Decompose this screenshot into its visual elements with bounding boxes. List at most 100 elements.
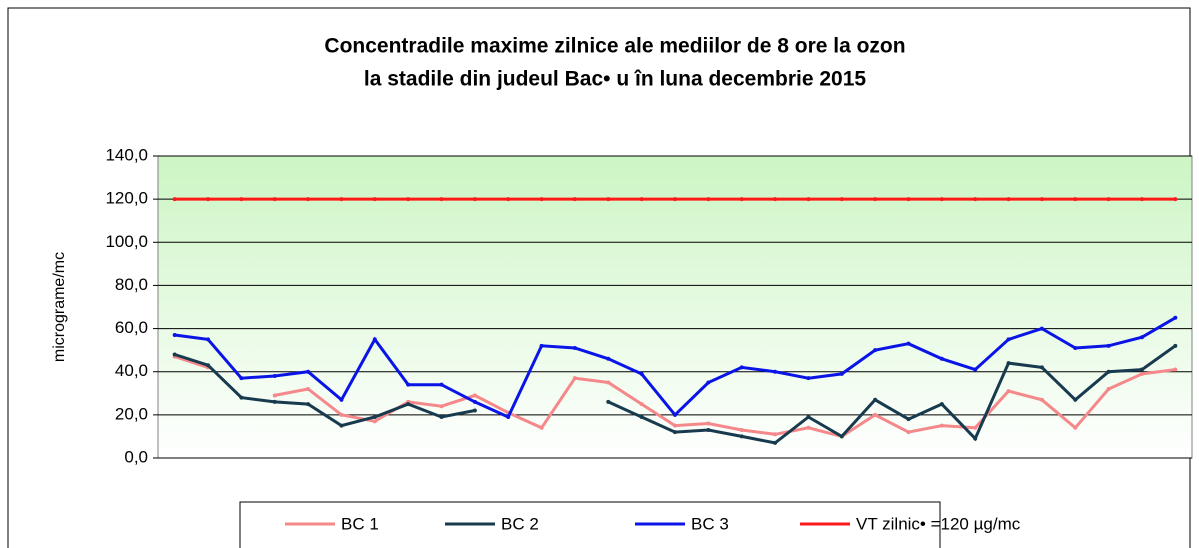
point-marker [973, 367, 978, 372]
point-marker [172, 197, 177, 202]
point-marker [1139, 367, 1144, 372]
point-marker [206, 197, 211, 202]
point-marker [406, 382, 411, 387]
point-marker [1173, 367, 1178, 372]
point-marker [372, 419, 377, 424]
point-marker [439, 382, 444, 387]
point-marker [172, 333, 177, 338]
point-marker [439, 415, 444, 420]
point-marker [706, 427, 711, 432]
point-marker [339, 397, 344, 402]
point-marker [306, 197, 311, 202]
y-tick-label: 120,0 [105, 189, 148, 208]
y-tick-label: 40,0 [115, 361, 148, 380]
point-marker [639, 402, 644, 407]
point-marker [839, 371, 844, 376]
point-marker [1173, 315, 1178, 320]
point-marker [773, 197, 778, 202]
point-marker [739, 434, 744, 439]
point-marker [673, 430, 677, 435]
point-marker [906, 430, 911, 435]
point-marker [306, 402, 311, 407]
legend-label: BC 3 [691, 514, 729, 533]
point-marker [206, 337, 211, 342]
point-marker [606, 356, 611, 361]
point-marker [1039, 365, 1044, 370]
y-tick-label: 140,0 [105, 145, 148, 164]
point-marker [739, 365, 744, 370]
point-marker [272, 399, 277, 404]
series-line [174, 355, 1176, 439]
point-marker [1006, 389, 1011, 394]
point-marker [239, 197, 244, 202]
point-marker [406, 402, 411, 407]
point-marker [206, 363, 211, 368]
point-marker [973, 436, 978, 441]
point-marker [439, 197, 444, 202]
point-marker [1039, 326, 1044, 331]
point-marker [306, 369, 311, 374]
point-marker [839, 434, 844, 439]
y-tick-label: 20,0 [115, 404, 148, 423]
point-marker [506, 197, 511, 202]
point-marker [372, 337, 377, 342]
point-marker [472, 393, 477, 398]
point-marker [372, 415, 377, 420]
point-marker [1006, 197, 1011, 202]
point-marker [773, 432, 778, 437]
point-marker [939, 197, 944, 202]
point-marker [1173, 197, 1178, 202]
point-marker [239, 395, 244, 400]
point-marker [339, 412, 344, 417]
point-marker [272, 374, 277, 379]
point-marker [1139, 371, 1144, 376]
point-marker [606, 399, 611, 404]
point-marker [806, 197, 811, 202]
point-marker [506, 415, 511, 420]
point-marker [706, 421, 711, 426]
point-marker [1006, 337, 1011, 342]
point-marker [806, 425, 811, 430]
point-marker [1073, 397, 1078, 402]
legend-label: VT zilnic• =120 µg/mc [856, 514, 1021, 533]
point-marker [873, 397, 878, 402]
point-marker [906, 197, 911, 202]
point-marker [272, 197, 277, 202]
point-marker [572, 376, 577, 381]
point-marker [172, 352, 177, 357]
point-marker [673, 197, 677, 202]
chart-title: la stadile din judeul Bac• u în luna dec… [364, 68, 866, 91]
point-marker [706, 380, 711, 385]
y-tick-label: 60,0 [115, 318, 148, 337]
chart-title: Concentradile maxime zilnice ale mediilo… [324, 35, 905, 58]
point-marker [639, 371, 644, 376]
point-marker [572, 345, 577, 350]
point-marker [339, 423, 344, 428]
point-marker [372, 197, 377, 202]
point-marker [706, 197, 711, 202]
point-marker [1073, 345, 1078, 350]
point-marker [1106, 343, 1111, 348]
point-marker [1073, 197, 1078, 202]
point-marker [439, 404, 444, 409]
point-marker [1106, 369, 1111, 374]
y-tick-label: 0,0 [124, 447, 148, 466]
legend-label: BC 1 [341, 514, 379, 533]
point-marker [1039, 397, 1044, 402]
point-marker [939, 356, 944, 361]
legend-label: BC 2 [501, 514, 539, 533]
point-marker [339, 197, 344, 202]
point-marker [906, 341, 911, 346]
point-marker [873, 197, 878, 202]
point-marker [1139, 335, 1144, 340]
point-marker [973, 425, 978, 430]
point-marker [472, 399, 477, 404]
point-marker [472, 408, 477, 413]
point-marker [606, 380, 611, 385]
point-marker [1073, 425, 1078, 430]
point-marker [1006, 361, 1011, 366]
y-axis-label: micrograme/mc [51, 252, 68, 362]
point-marker [1173, 343, 1178, 348]
point-marker [906, 417, 911, 422]
